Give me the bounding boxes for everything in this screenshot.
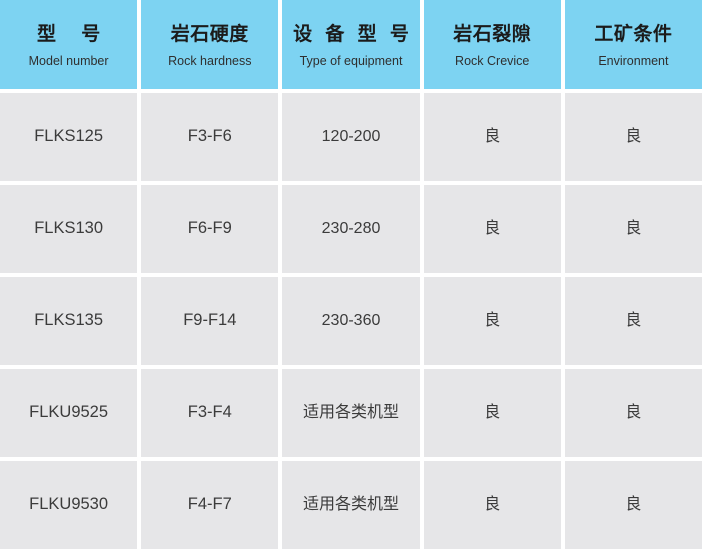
cell-value: FLKS135	[34, 311, 103, 330]
cell-hardness: F4-F7	[141, 461, 279, 549]
cell-value: F6-F9	[187, 219, 232, 238]
cell-environment: 良	[564, 185, 702, 273]
cell-model: FLKU9530	[0, 461, 138, 549]
cell-model: FLKU9525	[0, 369, 138, 457]
cell-value: 230-360	[321, 312, 381, 330]
header-title-en: Model number	[28, 54, 109, 69]
cell-value: 适用各类机型	[303, 496, 400, 514]
header-title-cn: 岩石裂隙	[453, 23, 532, 45]
cell-value: 良	[484, 496, 501, 514]
header-cell-rock-hardness: 岩石硬度 Rock hardness	[141, 0, 279, 89]
header-cell-model-number: 型 号 Model number	[0, 0, 138, 89]
cell-value: FLKU9530	[29, 495, 109, 514]
cell-hardness: F3-F6	[141, 93, 279, 181]
cell-model: FLKS125	[0, 93, 138, 181]
cell-environment: 良	[564, 461, 702, 549]
cell-value: 良	[484, 220, 501, 238]
header-cell-environment: 工矿条件 Environment	[564, 0, 702, 89]
cell-crevice: 良	[423, 369, 561, 457]
cell-value: 230-280	[321, 220, 381, 238]
cell-environment: 良	[564, 277, 702, 365]
table-row: FLKS130 F6-F9 230-280 良 良	[0, 185, 702, 273]
header-title-en: Environment	[598, 54, 669, 69]
cell-value: F4-F7	[187, 495, 232, 514]
cell-environment: 良	[564, 369, 702, 457]
cell-value: 良	[484, 128, 501, 146]
cell-equipment: 230-280	[282, 185, 420, 273]
cell-value: 良	[625, 496, 642, 514]
cell-value: FLKS125	[34, 127, 103, 146]
cell-value: F9-F14	[183, 311, 237, 330]
cell-crevice: 良	[423, 185, 561, 273]
header-title-cn: 设 备 型 号	[293, 23, 413, 45]
cell-value: 良	[625, 404, 642, 422]
cell-hardness: F3-F4	[141, 369, 279, 457]
cell-value: FLKU9525	[29, 403, 109, 422]
table-row: FLKS135 F9-F14 230-360 良 良	[0, 277, 702, 365]
cell-hardness: F6-F9	[141, 185, 279, 273]
header-cell-type-of-equipment: 设 备 型 号 Type of equipment	[282, 0, 420, 89]
cell-crevice: 良	[423, 277, 561, 365]
table-row: FLKS125 F3-F6 120-200 良 良	[0, 93, 702, 181]
header-title-cn: 工矿条件	[594, 23, 673, 45]
table-header-row: 型 号 Model number 岩石硬度 Rock hardness 设 备 …	[0, 0, 702, 89]
cell-model: FLKS130	[0, 185, 138, 273]
cell-environment: 良	[564, 93, 702, 181]
cell-value: 良	[625, 220, 642, 238]
cell-value: 良	[625, 312, 642, 330]
header-title-en: Rock Crevice	[455, 54, 530, 69]
header-title-cn: 岩石硬度	[170, 23, 249, 45]
cell-value: 适用各类机型	[303, 404, 400, 422]
header-title-cn: 型 号	[36, 23, 111, 45]
cell-value: 良	[625, 128, 642, 146]
cell-equipment: 适用各类机型	[282, 369, 420, 457]
header-title-en: Type of equipment	[299, 54, 403, 69]
cell-model: FLKS135	[0, 277, 138, 365]
cell-equipment: 120-200	[282, 93, 420, 181]
header-title-en: Rock hardness	[168, 54, 252, 69]
table-row: FLKU9530 F4-F7 适用各类机型 良 良	[0, 461, 702, 549]
cell-value: 120-200	[321, 128, 381, 146]
cell-value: F3-F4	[187, 403, 232, 422]
cell-equipment: 适用各类机型	[282, 461, 420, 549]
cell-value: FLKS130	[34, 219, 103, 238]
cell-crevice: 良	[423, 93, 561, 181]
cell-value: 良	[484, 404, 501, 422]
cell-equipment: 230-360	[282, 277, 420, 365]
table-row: FLKU9525 F3-F4 适用各类机型 良 良	[0, 369, 702, 457]
cell-value: F3-F6	[187, 127, 232, 146]
cell-crevice: 良	[423, 461, 561, 549]
header-cell-rock-crevice: 岩石裂隙 Rock Crevice	[423, 0, 561, 89]
cell-hardness: F9-F14	[141, 277, 279, 365]
cell-value: 良	[484, 312, 501, 330]
